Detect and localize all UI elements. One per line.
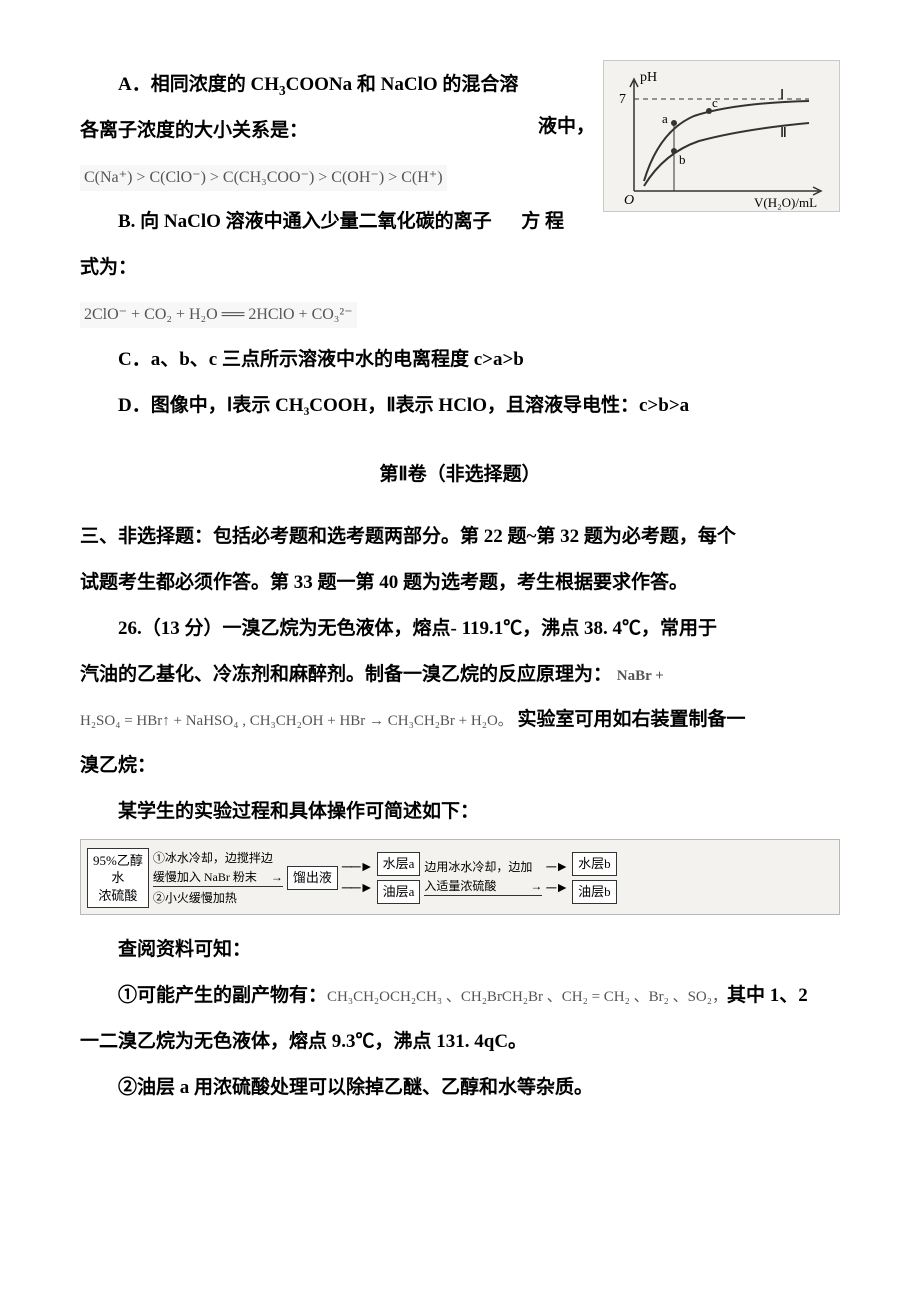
flow-step2: ②小火缓慢加热: [153, 891, 237, 906]
opt-b-text2: 方 程: [521, 211, 564, 232]
chart-pt-b: b: [679, 152, 686, 167]
flow-mid2: 入适量浓硫酸 →: [424, 879, 542, 896]
flow-box1-l1: 95%乙醇: [93, 852, 143, 870]
q26-step-intro: 某学生的实验过程和具体操作可简述如下：: [80, 791, 840, 833]
arrow-icon: ─►: [546, 880, 568, 898]
flow-box-oil-a: 油层a: [377, 880, 421, 904]
ph-chart-svg: O pH 7 a b c Ⅰ Ⅱ V(H₂O)/mL: [604, 61, 839, 211]
chart-ylabel: pH: [640, 70, 657, 85]
chart-origin: O: [624, 193, 634, 208]
q26-ref1-a: ①可能产生的副产物有：: [118, 985, 327, 1006]
q26-b: 汽油的乙基化、冷冻剂和麻醉剂。制备一溴乙烷的反应原理为：: [80, 664, 612, 685]
flow-box-oil-b: 油层b: [572, 880, 617, 904]
flow-mid1: 边用冰水冷却，边加: [424, 860, 532, 875]
formula-a: C(Na⁺) > C(ClO⁻) > C(CH₃COO⁻) > C(OH⁻) >…: [80, 165, 447, 191]
arrow-icon: ─►: [546, 859, 568, 877]
arrow-icon: ──►: [342, 859, 373, 877]
document-page: O pH 7 a b c Ⅰ Ⅱ V(H₂O)/mL: [0, 0, 920, 1163]
flow-box1-l2: 水: [93, 869, 143, 887]
q26-line4: 溴乙烷：: [80, 745, 840, 787]
arrow-icon: ──►: [342, 880, 373, 898]
formula-b: 2ClO⁻ + CO₂ + H₂O ══ 2HClO + CO₃²⁻: [80, 302, 357, 328]
option-c: C．a、b、c 三点所示溶液中水的电离程度 c>a>b: [80, 339, 840, 381]
q26-line3: H₂SO₄ = HBr↑ + NaHSO₄ , CH₃CH₂OH + HBr →…: [80, 699, 840, 741]
q26-ref1-line2: 一二溴乙烷为无色液体，熔点 9.3℃，沸点 131. 4qC。: [80, 1021, 840, 1063]
flow-diagram: 95%乙醇 水 浓硫酸 ①冰水冷却，边搅拌边 缓慢加入 NaBr 粉末 → ②小…: [80, 839, 840, 916]
q26-ref: 查阅资料可知：: [80, 929, 840, 971]
ph-chart: O pH 7 a b c Ⅰ Ⅱ V(H₂O)/mL: [603, 60, 840, 212]
chart-curve2: Ⅱ: [780, 126, 787, 141]
section2-title: 第Ⅱ卷（非选择题）: [80, 454, 840, 496]
q26-formula2: H₂SO₄ = HBr↑ + NaHSO₄ , CH₃CH₂OH + HBr →…: [80, 713, 513, 729]
q26-line1: 26.（13 分）一溴乙烷为无色液体，熔点- 119.1℃，沸点 38. 4℃，…: [80, 608, 840, 650]
q26-line2: 汽油的乙基化、冷冻剂和麻醉剂。制备一溴乙烷的反应原理为： NaBr +: [80, 654, 840, 696]
flow-box-distillate: 馏出液: [287, 866, 338, 890]
option-b-line2: 式为：: [80, 247, 840, 289]
flow-box-water-a: 水层a: [377, 852, 421, 876]
opt-b-text1: B. 向 NaClO 溶液中通入少量二氧化碳的离子: [118, 211, 492, 232]
flow-box1-l3: 浓硫酸: [93, 887, 143, 905]
option-d: D．图像中，Ⅰ表示 CH₃COOH，Ⅱ表示 HClO，且溶液导电性：c>b>a: [80, 385, 840, 427]
opt-a-sub: 3: [279, 83, 286, 98]
q26-formula1: NaBr +: [617, 668, 664, 684]
chart-ytick7: 7: [619, 92, 626, 107]
section3-intro2: 试题考生都必须作答。第 33 题一第 40 题为选考题，考生根据要求作答。: [80, 562, 840, 604]
flow-step1b: 缓慢加入 NaBr 粉末 →: [153, 870, 283, 887]
chart-xlabel: V(H₂O)/mL: [754, 195, 817, 210]
q26-ref1-b: 其中 1、2: [727, 985, 808, 1006]
flow-box-water-b: 水层b: [572, 852, 617, 876]
chart-curve1: Ⅰ: [780, 88, 784, 103]
q26-ref1-line1: ①可能产生的副产物有：CH₃CH₂OCH₂CH₃ 、CH₂BrCH₂Br 、CH…: [80, 975, 840, 1017]
flow-box-reagents: 95%乙醇 水 浓硫酸: [87, 848, 149, 909]
opt-a-text3: 液中，: [500, 106, 595, 148]
chart-pt-a: a: [662, 111, 668, 126]
opt-a-text1: A．相同浓度的 CH: [118, 74, 279, 95]
q26-ref2: ②油层 a 用浓硫酸处理可以除掉乙醚、乙醇和水等杂质。: [80, 1067, 840, 1109]
section3-intro1: 三、非选择题：包括必考题和选考题两部分。第 22 题~第 32 题为必考题，每个: [80, 516, 840, 558]
q26-ref1-formula: CH₃CH₂OCH₂CH₃ 、CH₂BrCH₂Br 、CH₂ = CH₂ 、Br…: [327, 989, 727, 1005]
flow-step1a: ①冰水冷却，边搅拌边: [153, 851, 273, 866]
q26-c: 实验室可用如右装置制备一: [518, 709, 746, 730]
opt-a-text2: COONa 和 NaClO 的混合溶: [286, 74, 519, 95]
chart-pt-c: c: [712, 95, 718, 110]
option-b-formula: 2ClO⁻ + CO₂ + H₂O ══ 2HClO + CO₃²⁻: [80, 293, 840, 335]
